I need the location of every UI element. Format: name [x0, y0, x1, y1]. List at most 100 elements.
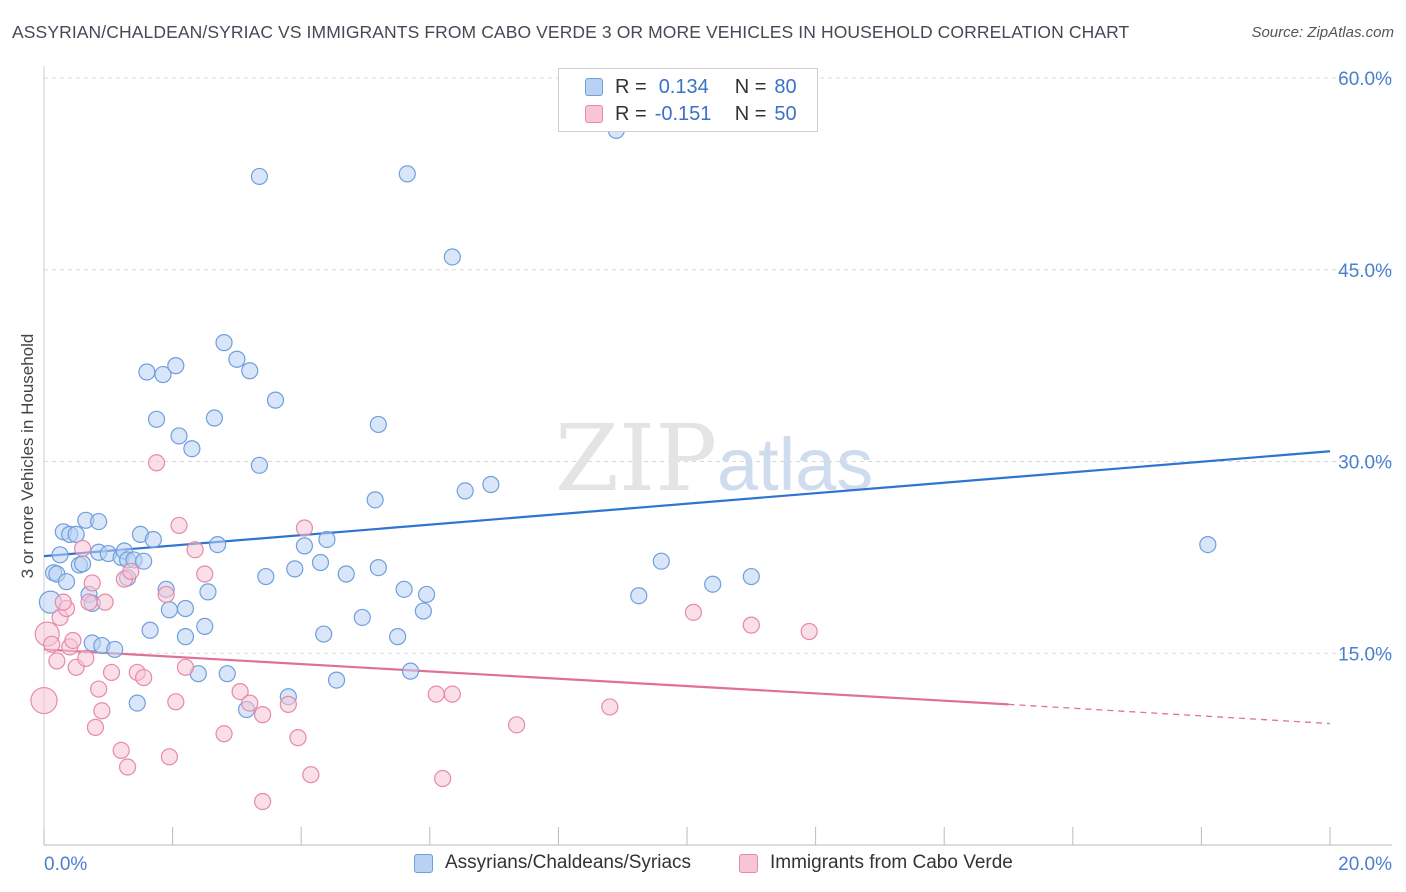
data-point-cabo-verde: [295, 519, 314, 537]
data-point-assyrians: [315, 625, 333, 643]
data-point-assyrians: [250, 456, 269, 474]
data-point-assyrians: [704, 575, 722, 593]
legend-item-assyrians[interactable]: Assyrians/Chaldeans/Syriacs: [414, 852, 691, 874]
data-point-assyrians: [90, 512, 108, 531]
data-point-assyrians: [389, 628, 407, 646]
data-point-assyrians: [337, 565, 355, 583]
data-point-assyrians: [106, 640, 124, 659]
data-point-cabo-verde: [147, 454, 166, 472]
pink-swatch-icon: [585, 105, 603, 123]
x-tick-labels: 0.0% 20.0%: [44, 854, 1392, 875]
data-point-cabo-verde: [86, 718, 105, 736]
data-point-assyrians: [742, 567, 760, 586]
data-point-cabo-verde: [279, 695, 297, 713]
data-point-cabo-verde: [231, 682, 249, 701]
series-legend: Assyrians/Chaldeans/Syriacs Immigrants f…: [0, 852, 1406, 878]
data-point-cabo-verde: [289, 729, 307, 747]
data-point-cabo-verde: [443, 685, 461, 703]
data-point-assyrians: [395, 580, 413, 598]
data-point-cabo-verde: [122, 562, 140, 581]
data-point-cabo-verde: [167, 693, 185, 711]
legend-r-value: 0.134: [658, 75, 709, 98]
data-point-cabo-verde: [601, 698, 619, 716]
data-point-cabo-verde: [434, 769, 452, 788]
data-point-cabo-verde: [176, 658, 195, 676]
legend-series-label: Immigrants from Cabo Verde: [770, 852, 1013, 873]
trend-line-cabo-verde-extension: [1008, 703, 1331, 725]
data-point-assyrians: [176, 628, 195, 646]
data-point-cabo-verde: [30, 686, 58, 715]
data-point-assyrians: [176, 599, 195, 618]
data-point-assyrians: [266, 391, 285, 409]
data-points: [30, 121, 1217, 811]
data-point-assyrians: [147, 410, 166, 428]
data-point-assyrians: [366, 491, 384, 509]
legend-n-value: 50: [774, 102, 797, 125]
data-point-assyrians: [401, 662, 420, 680]
data-point-assyrians: [1199, 535, 1217, 554]
y-tick-label: 30.0%: [1338, 453, 1392, 474]
watermark-zip: ZIP: [555, 405, 717, 512]
data-point-assyrians: [128, 694, 146, 712]
data-point-cabo-verde: [48, 652, 66, 670]
data-point-assyrians: [215, 334, 233, 352]
legend-item-cabo-verde[interactable]: Immigrants from Cabo Verde: [739, 852, 1013, 874]
data-point-cabo-verde: [254, 706, 272, 724]
data-point-assyrians: [327, 671, 346, 689]
legend-n-label: N =: [734, 75, 767, 98]
data-point-cabo-verde: [93, 702, 111, 720]
data-point-assyrians: [67, 525, 85, 543]
correlation-legend: R = 0.134 N = 80 R = -0.151 N = 50: [558, 68, 818, 132]
data-point-assyrians: [138, 363, 156, 381]
data-point-assyrians: [652, 552, 670, 570]
data-point-assyrians: [241, 362, 259, 380]
data-point-assyrians: [417, 585, 436, 604]
data-point-assyrians: [51, 546, 69, 564]
data-point-cabo-verde: [90, 680, 108, 698]
data-point-cabo-verde: [215, 725, 233, 743]
data-point-cabo-verde: [160, 748, 178, 766]
data-point-assyrians: [456, 482, 474, 500]
y-tick-label: 15.0%: [1338, 644, 1392, 665]
y-tick-label: 45.0%: [1338, 261, 1392, 282]
data-point-assyrians: [295, 537, 314, 555]
legend-series-label: Assyrians/Chaldeans/Syriacs: [445, 852, 692, 873]
data-point-cabo-verde: [508, 716, 526, 734]
y-tick-label: 60.0%: [1338, 69, 1392, 90]
watermark-atlas: atlas: [717, 423, 873, 506]
data-point-cabo-verde: [73, 539, 92, 558]
data-point-cabo-verde: [241, 694, 259, 712]
data-point-assyrians: [369, 415, 387, 434]
data-point-assyrians: [218, 665, 236, 683]
data-point-cabo-verde: [302, 766, 320, 784]
data-point-assyrians: [57, 573, 76, 591]
gridlines: [44, 77, 1392, 654]
legend-n-label: N =: [734, 102, 767, 125]
data-point-assyrians: [183, 440, 201, 458]
data-point-assyrians: [318, 530, 336, 549]
data-point-assyrians: [160, 601, 178, 619]
data-point-cabo-verde: [427, 685, 445, 703]
legend-r-label: R =: [615, 75, 647, 98]
data-point-cabo-verde: [118, 758, 137, 776]
data-point-cabo-verde: [80, 593, 98, 611]
data-point-cabo-verde: [112, 741, 130, 760]
trend-line-assyrians: [43, 450, 1331, 558]
chart-title: ASSYRIAN/CHALDEAN/SYRIAC VS IMMIGRANTS F…: [12, 22, 1130, 42]
data-point-assyrians: [398, 165, 416, 183]
data-point-cabo-verde: [186, 541, 204, 559]
data-point-cabo-verde: [254, 792, 272, 811]
x-tick-label: 20.0%: [1338, 854, 1392, 875]
blue-swatch-icon: [414, 853, 433, 873]
data-point-cabo-verde: [800, 622, 818, 641]
blue-swatch-icon: [585, 78, 603, 96]
data-point-assyrians: [73, 555, 92, 573]
data-point-cabo-verde: [83, 574, 101, 592]
axes: [43, 66, 1392, 846]
source-label: Source: ZipAtlas.com: [1251, 24, 1394, 41]
legend-row-pink: R = -0.151 N = 50: [585, 102, 797, 126]
data-point-assyrians: [353, 608, 371, 627]
legend-n-value: 80: [774, 75, 797, 98]
data-point-assyrians: [414, 602, 432, 620]
